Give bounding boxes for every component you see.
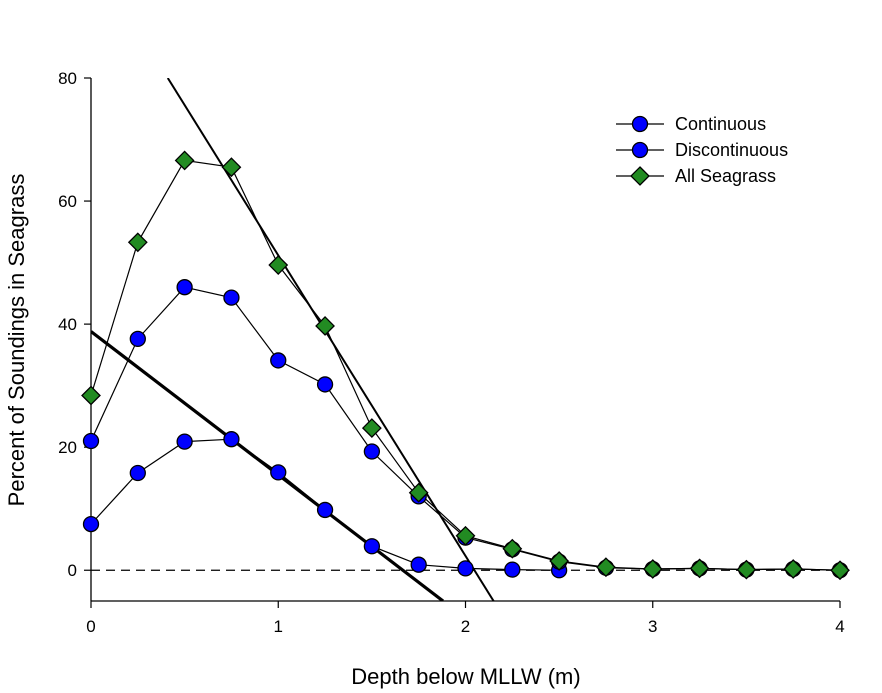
y-tick-label: 0 xyxy=(68,561,77,580)
data-point-series-2 xyxy=(783,559,804,579)
data-point-series-2 xyxy=(408,482,429,503)
y-tick-label: 60 xyxy=(58,192,77,211)
data-point-series-2 xyxy=(830,560,850,581)
data-point-series-0 xyxy=(316,501,334,519)
data-point-series-1 xyxy=(129,330,146,348)
data-point-series-1 xyxy=(176,279,193,296)
data-point-series-0 xyxy=(129,464,146,482)
legend-marker xyxy=(631,141,649,159)
legend: Continuous Discontinuous All Seagrass xyxy=(616,114,788,186)
data-point-series-0 xyxy=(504,561,521,578)
series-line-2 xyxy=(91,159,840,571)
data-point-series-2 xyxy=(689,558,710,579)
data-point-series-2 xyxy=(174,150,195,171)
x-tick-label: 2 xyxy=(461,617,470,636)
data-point-series-1 xyxy=(270,352,287,369)
data-point-series-2 xyxy=(736,559,757,580)
y-tick-label: 80 xyxy=(58,69,77,88)
x-tick-label: 1 xyxy=(274,617,283,636)
data-point-series-1 xyxy=(82,432,100,450)
data-point-series-1 xyxy=(363,443,381,460)
data-point-series-0 xyxy=(363,538,381,555)
y-tick-label: 40 xyxy=(58,315,77,334)
trend-line-continuous xyxy=(91,330,445,601)
x-tick-label: 0 xyxy=(86,617,95,636)
legend-label: Continuous xyxy=(675,114,766,134)
data-point-series-2 xyxy=(127,232,148,253)
x-tick-label: 3 xyxy=(648,617,657,636)
legend-label: Discontinuous xyxy=(675,140,788,160)
data-point-series-2 xyxy=(502,538,523,559)
data-point-series-0 xyxy=(410,556,427,573)
data-point-series-0 xyxy=(82,515,100,533)
data-point-series-2 xyxy=(455,525,476,546)
data-point-series-0 xyxy=(176,433,193,450)
x-axis-title: Depth below MLLW (m) xyxy=(351,664,580,689)
data-point-series-2 xyxy=(642,559,663,579)
data-point-series-1 xyxy=(316,376,334,393)
y-axis-title: Percent of Soundings in Seagrass xyxy=(4,174,29,507)
data-point-series-2 xyxy=(268,255,289,275)
data-point-series-2 xyxy=(81,385,101,406)
legend-marker xyxy=(631,115,649,133)
data-point-series-0 xyxy=(270,464,287,481)
data-point-series-2 xyxy=(221,157,242,178)
y-tick-label: 20 xyxy=(58,438,77,457)
data-point-series-2 xyxy=(315,316,335,336)
data-point-series-2 xyxy=(361,418,382,439)
data-point-series-0 xyxy=(223,431,240,448)
data-point-series-2 xyxy=(596,557,616,578)
data-point-series-2 xyxy=(549,551,570,571)
data-point-series-1 xyxy=(223,289,240,306)
x-tick-label: 4 xyxy=(835,617,844,636)
legend-marker xyxy=(630,166,650,186)
data-point-series-0 xyxy=(457,560,474,577)
legend-label: All Seagrass xyxy=(675,166,776,186)
